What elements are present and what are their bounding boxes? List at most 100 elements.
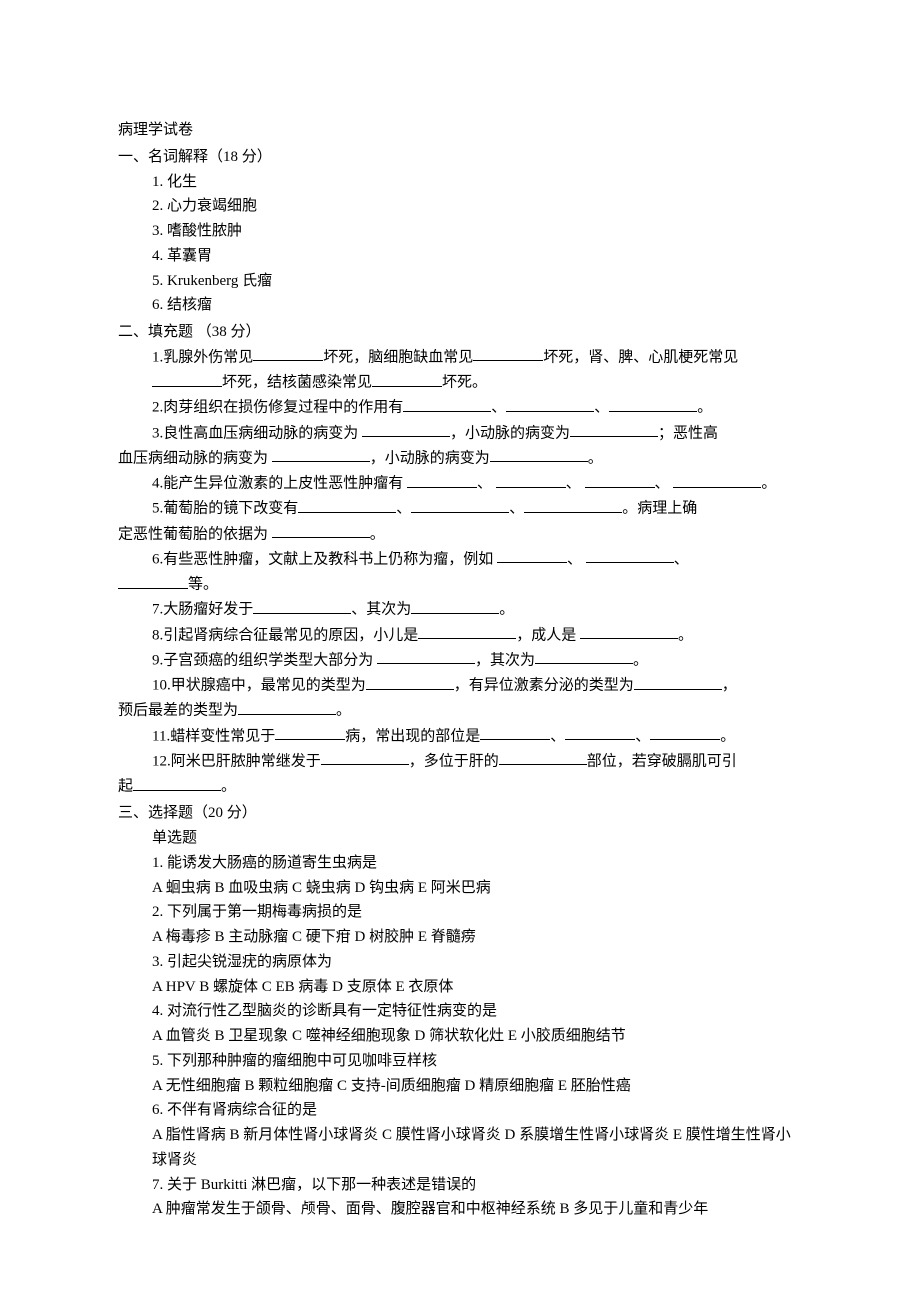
fill-q2-sep2: 、 xyxy=(594,400,609,416)
fill-q3-line2: 血压病细动脉的病变为 ，小动脉的病变为。 xyxy=(118,446,802,471)
fill-q10: 10.甲状腺癌中，最常见的类型为，有异位激素分泌的类型为， xyxy=(118,673,802,698)
fill-q2-end: 。 xyxy=(697,400,712,416)
mc-q2: 2. 下列属于第一期梅毒病损的是 xyxy=(118,900,802,925)
blank[interactable] xyxy=(238,698,336,715)
blank[interactable] xyxy=(480,724,550,741)
fill-q9-text2: ，其次为 xyxy=(475,652,535,668)
term-item-6: 6. 结核瘤 xyxy=(118,293,802,318)
blank[interactable] xyxy=(133,774,221,791)
blank[interactable] xyxy=(118,572,188,589)
fill-q7: 7.大肠瘤好发于、其次为。 xyxy=(118,597,802,622)
blank[interactable] xyxy=(524,496,622,513)
fill-q9-text1: 9.子宫颈癌的组织学类型大部分为 xyxy=(152,652,373,668)
fill-q1-text4: 坏死，结核菌感染常见 xyxy=(222,375,372,391)
section-3-header: 三、选择题（20 分） xyxy=(118,801,802,826)
fill-q5-text2: 。病理上确 xyxy=(622,501,697,517)
fill-q4-sep2: 、 xyxy=(566,476,581,492)
blank[interactable] xyxy=(403,395,491,412)
fill-q9-text3: 。 xyxy=(633,652,648,668)
blank[interactable] xyxy=(490,446,588,463)
fill-q2-sep1: 、 xyxy=(491,400,506,416)
blank[interactable] xyxy=(377,648,475,665)
blank[interactable] xyxy=(411,597,499,614)
blank[interactable] xyxy=(372,370,442,387)
fill-q6-text2: 等。 xyxy=(188,577,218,593)
blank[interactable] xyxy=(272,522,370,539)
section-3-subheader: 单选题 xyxy=(118,826,802,851)
fill-q3-text3: ；恶性高 xyxy=(658,425,718,441)
fill-q12-line2: 起。 xyxy=(118,774,802,799)
blank[interactable] xyxy=(634,673,722,690)
fill-q7-text2: 、其次为 xyxy=(351,602,411,618)
mc-q2-options[interactable]: A 梅毒疹 B 主动脉瘤 C 硬下疳 D 树胶肿 E 脊髓痨 xyxy=(118,925,802,950)
blank[interactable] xyxy=(411,496,509,513)
blank[interactable] xyxy=(418,623,516,640)
term-item-4: 4. 革囊胃 xyxy=(118,244,802,269)
fill-q11: 11.蜡样变性常见于病，常出现的部位是、、。 xyxy=(118,724,802,749)
fill-q5-text4: 。 xyxy=(370,526,385,542)
fill-q6-sep1: 、 xyxy=(567,551,582,567)
fill-q11-text2: 病，常出现的部位是 xyxy=(345,728,480,744)
mc-q5-options[interactable]: A 无性细胞瘤 B 颗粒细胞瘤 C 支持-间质细胞瘤 D 精原细胞瘤 E 胚胎性… xyxy=(118,1074,802,1099)
blank[interactable] xyxy=(321,749,409,766)
fill-q1-text2: 坏死，脑细胞缺血常见 xyxy=(323,349,473,365)
fill-q12-text5: 。 xyxy=(221,779,236,795)
fill-q3: 3.良性高血压病细动脉的病变为 ，小动脉的病变为；恶性高 xyxy=(118,421,802,446)
mc-q4-options[interactable]: A 血管炎 B 卫星现象 C 噬神经细胞现象 D 筛状软化灶 E 小胶质细胞结节 xyxy=(118,1024,802,1049)
blank[interactable] xyxy=(497,547,567,564)
blank[interactable] xyxy=(650,724,720,741)
blank[interactable] xyxy=(585,471,655,488)
blank[interactable] xyxy=(275,724,345,741)
blank[interactable] xyxy=(673,471,761,488)
fill-q6: 6.有些恶性肿瘤，文献上及教科书上仍称为瘤，例如 、 、 xyxy=(118,547,802,572)
fill-q4-sep1: 、 xyxy=(477,476,492,492)
fill-q9: 9.子宫颈癌的组织学类型大部分为 ，其次为 。 xyxy=(118,648,802,673)
fill-q7-text3: 。 xyxy=(499,602,514,618)
fill-q1-text5: 坏死。 xyxy=(442,375,487,391)
term-item-3: 3. 嗜酸性脓肿 xyxy=(118,219,802,244)
mc-q1-options[interactable]: A 蛔虫病 B 血吸虫病 C 蛲虫病 D 钩虫病 E 阿米巴病 xyxy=(118,876,802,901)
term-item-5: 5. Krukenberg 氏瘤 xyxy=(118,269,802,294)
fill-q5-text3: 定恶性葡萄胎的依据为 xyxy=(118,526,268,542)
fill-q6-sep2: 、 xyxy=(674,551,689,567)
blank[interactable] xyxy=(152,370,222,387)
fill-q10-text4: 预后最差的类型为 xyxy=(118,703,238,719)
blank[interactable] xyxy=(407,471,477,488)
fill-q8-text2: ，成人是 xyxy=(516,627,576,643)
mc-q6-options[interactable]: A 脂性肾病 B 新月体性肾小球肾炎 C 膜性肾小球肾炎 D 系膜增生性肾小球肾… xyxy=(118,1123,802,1173)
fill-q10-line2: 预后最差的类型为。 xyxy=(118,698,802,723)
mc-q3-options[interactable]: A HPV B 螺旋体 C EB 病毒 D 支原体 E 衣原体 xyxy=(118,975,802,1000)
fill-q5-line2: 定恶性葡萄胎的依据为 。 xyxy=(118,522,802,547)
blank[interactable] xyxy=(565,724,635,741)
fill-q1-line2: 坏死，结核菌感染常见 坏死。 xyxy=(118,370,802,395)
mc-q6: 6. 不伴有肾病综合征的是 xyxy=(118,1098,802,1123)
fill-q3-text1: 3.良性高血压病细动脉的病变为 xyxy=(152,425,358,441)
fill-q11-text3: 。 xyxy=(720,728,735,744)
blank[interactable] xyxy=(570,421,658,438)
blank[interactable] xyxy=(272,446,370,463)
blank[interactable] xyxy=(253,597,351,614)
mc-q1: 1. 能诱发大肠癌的肠道寄生虫病是 xyxy=(118,851,802,876)
fill-q5-text1: 5.葡萄胎的镜下改变有 xyxy=(152,501,298,517)
blank[interactable] xyxy=(298,496,396,513)
blank[interactable] xyxy=(366,673,454,690)
blank[interactable] xyxy=(609,395,697,412)
fill-q6-text1: 6.有些恶性肿瘤，文献上及教科书上仍称为瘤，例如 xyxy=(152,551,493,567)
blank[interactable] xyxy=(496,471,566,488)
mc-q7: 7. 关于 Burkitti 淋巴瘤，以下那一种表述是错误的 xyxy=(118,1173,802,1198)
fill-q8-text3: 。 xyxy=(678,627,693,643)
blank[interactable] xyxy=(499,749,587,766)
term-item-2: 2. 心力衰竭细胞 xyxy=(118,194,802,219)
exam-title: 病理学试卷 xyxy=(118,118,802,143)
blank[interactable] xyxy=(362,421,450,438)
mc-q7-options[interactable]: A 肿瘤常发生于颌骨、颅骨、面骨、腹腔器官和中枢神经系统 B 多见于儿童和青少年 xyxy=(118,1197,802,1222)
blank[interactable] xyxy=(535,648,633,665)
blank[interactable] xyxy=(253,345,323,362)
blank[interactable] xyxy=(580,623,678,640)
blank[interactable] xyxy=(506,395,594,412)
fill-q4: 4.能产生异位激素的上皮性恶性肿瘤有 、 、 、 。 xyxy=(118,471,802,496)
blank[interactable] xyxy=(586,547,674,564)
fill-q5-sep1: 、 xyxy=(396,501,411,517)
fill-q10-text1: 10.甲状腺癌中，最常见的类型为 xyxy=(152,678,366,694)
blank[interactable] xyxy=(473,345,543,362)
